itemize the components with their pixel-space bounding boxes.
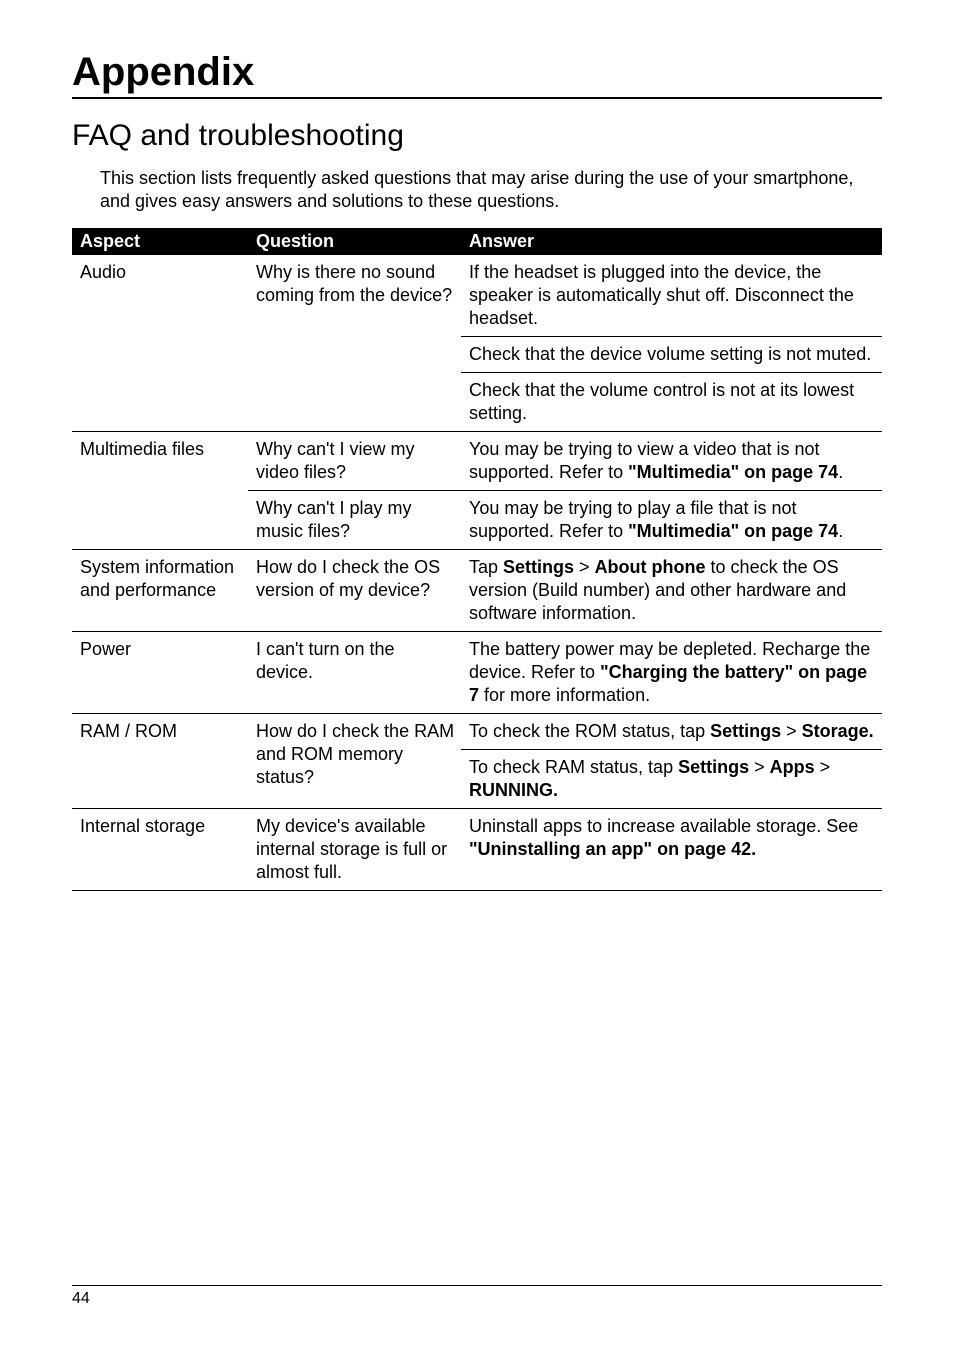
- intro-text: This section lists frequently asked ques…: [100, 167, 882, 214]
- aspect-multimedia: Multimedia files: [72, 431, 248, 549]
- answer-ram-1: To check the ROM status, tap Settings > …: [461, 714, 882, 750]
- row-ram-1: RAM / ROM How do I check the RAM and ROM…: [72, 714, 882, 750]
- answer-ram-2: To check RAM status, tap Settings > Apps…: [461, 750, 882, 809]
- answer-system: Tap Settings > About phone to check the …: [461, 550, 882, 632]
- question-power: I can't turn on the device.: [248, 632, 461, 714]
- appendix-title: Appendix: [72, 50, 882, 95]
- aspect-ram: RAM / ROM: [72, 714, 248, 809]
- col-answer: Answer: [461, 228, 882, 255]
- footer-rule: [72, 1285, 882, 1286]
- aspect-power: Power: [72, 632, 248, 714]
- col-question: Question: [248, 228, 461, 255]
- row-power: Power I can't turn on the device. The ba…: [72, 632, 882, 714]
- question-multimedia-1: Why can't I view my video files?: [248, 431, 461, 490]
- answer-audio-1: If the headset is plugged into the devic…: [461, 255, 882, 337]
- page-number: 44: [72, 1290, 90, 1308]
- question-internal: My device's available internal storage i…: [248, 809, 461, 891]
- question-multimedia-2: Why can't I play my music files?: [248, 491, 461, 550]
- row-audio-1: Audio Why is there no sound coming from …: [72, 255, 882, 337]
- question-audio: Why is there no sound coming from the de…: [248, 255, 461, 432]
- row-internal: Internal storage My device's available i…: [72, 809, 882, 891]
- answer-multimedia-2: You may be trying to play a file that is…: [461, 491, 882, 550]
- aspect-system: System information and performance: [72, 550, 248, 632]
- row-multimedia-1: Multimedia files Why can't I view my vid…: [72, 431, 882, 490]
- table-header-row: Aspect Question Answer: [72, 228, 882, 255]
- answer-audio-2: Check that the device volume setting is …: [461, 336, 882, 372]
- aspect-audio: Audio: [72, 255, 248, 432]
- answer-audio-3: Check that the volume control is not at …: [461, 372, 882, 431]
- question-system: How do I check the OS version of my devi…: [248, 550, 461, 632]
- title-rule: [72, 97, 882, 99]
- answer-power: The battery power may be depleted. Recha…: [461, 632, 882, 714]
- faq-subtitle: FAQ and troubleshooting: [72, 119, 882, 153]
- col-aspect: Aspect: [72, 228, 248, 255]
- row-system: System information and performance How d…: [72, 550, 882, 632]
- faq-table: Aspect Question Answer Audio Why is ther…: [72, 228, 882, 892]
- aspect-internal: Internal storage: [72, 809, 248, 891]
- question-ram: How do I check the RAM and ROM memory st…: [248, 714, 461, 809]
- answer-multimedia-1: You may be trying to view a video that i…: [461, 431, 882, 490]
- answer-internal: Uninstall apps to increase available sto…: [461, 809, 882, 891]
